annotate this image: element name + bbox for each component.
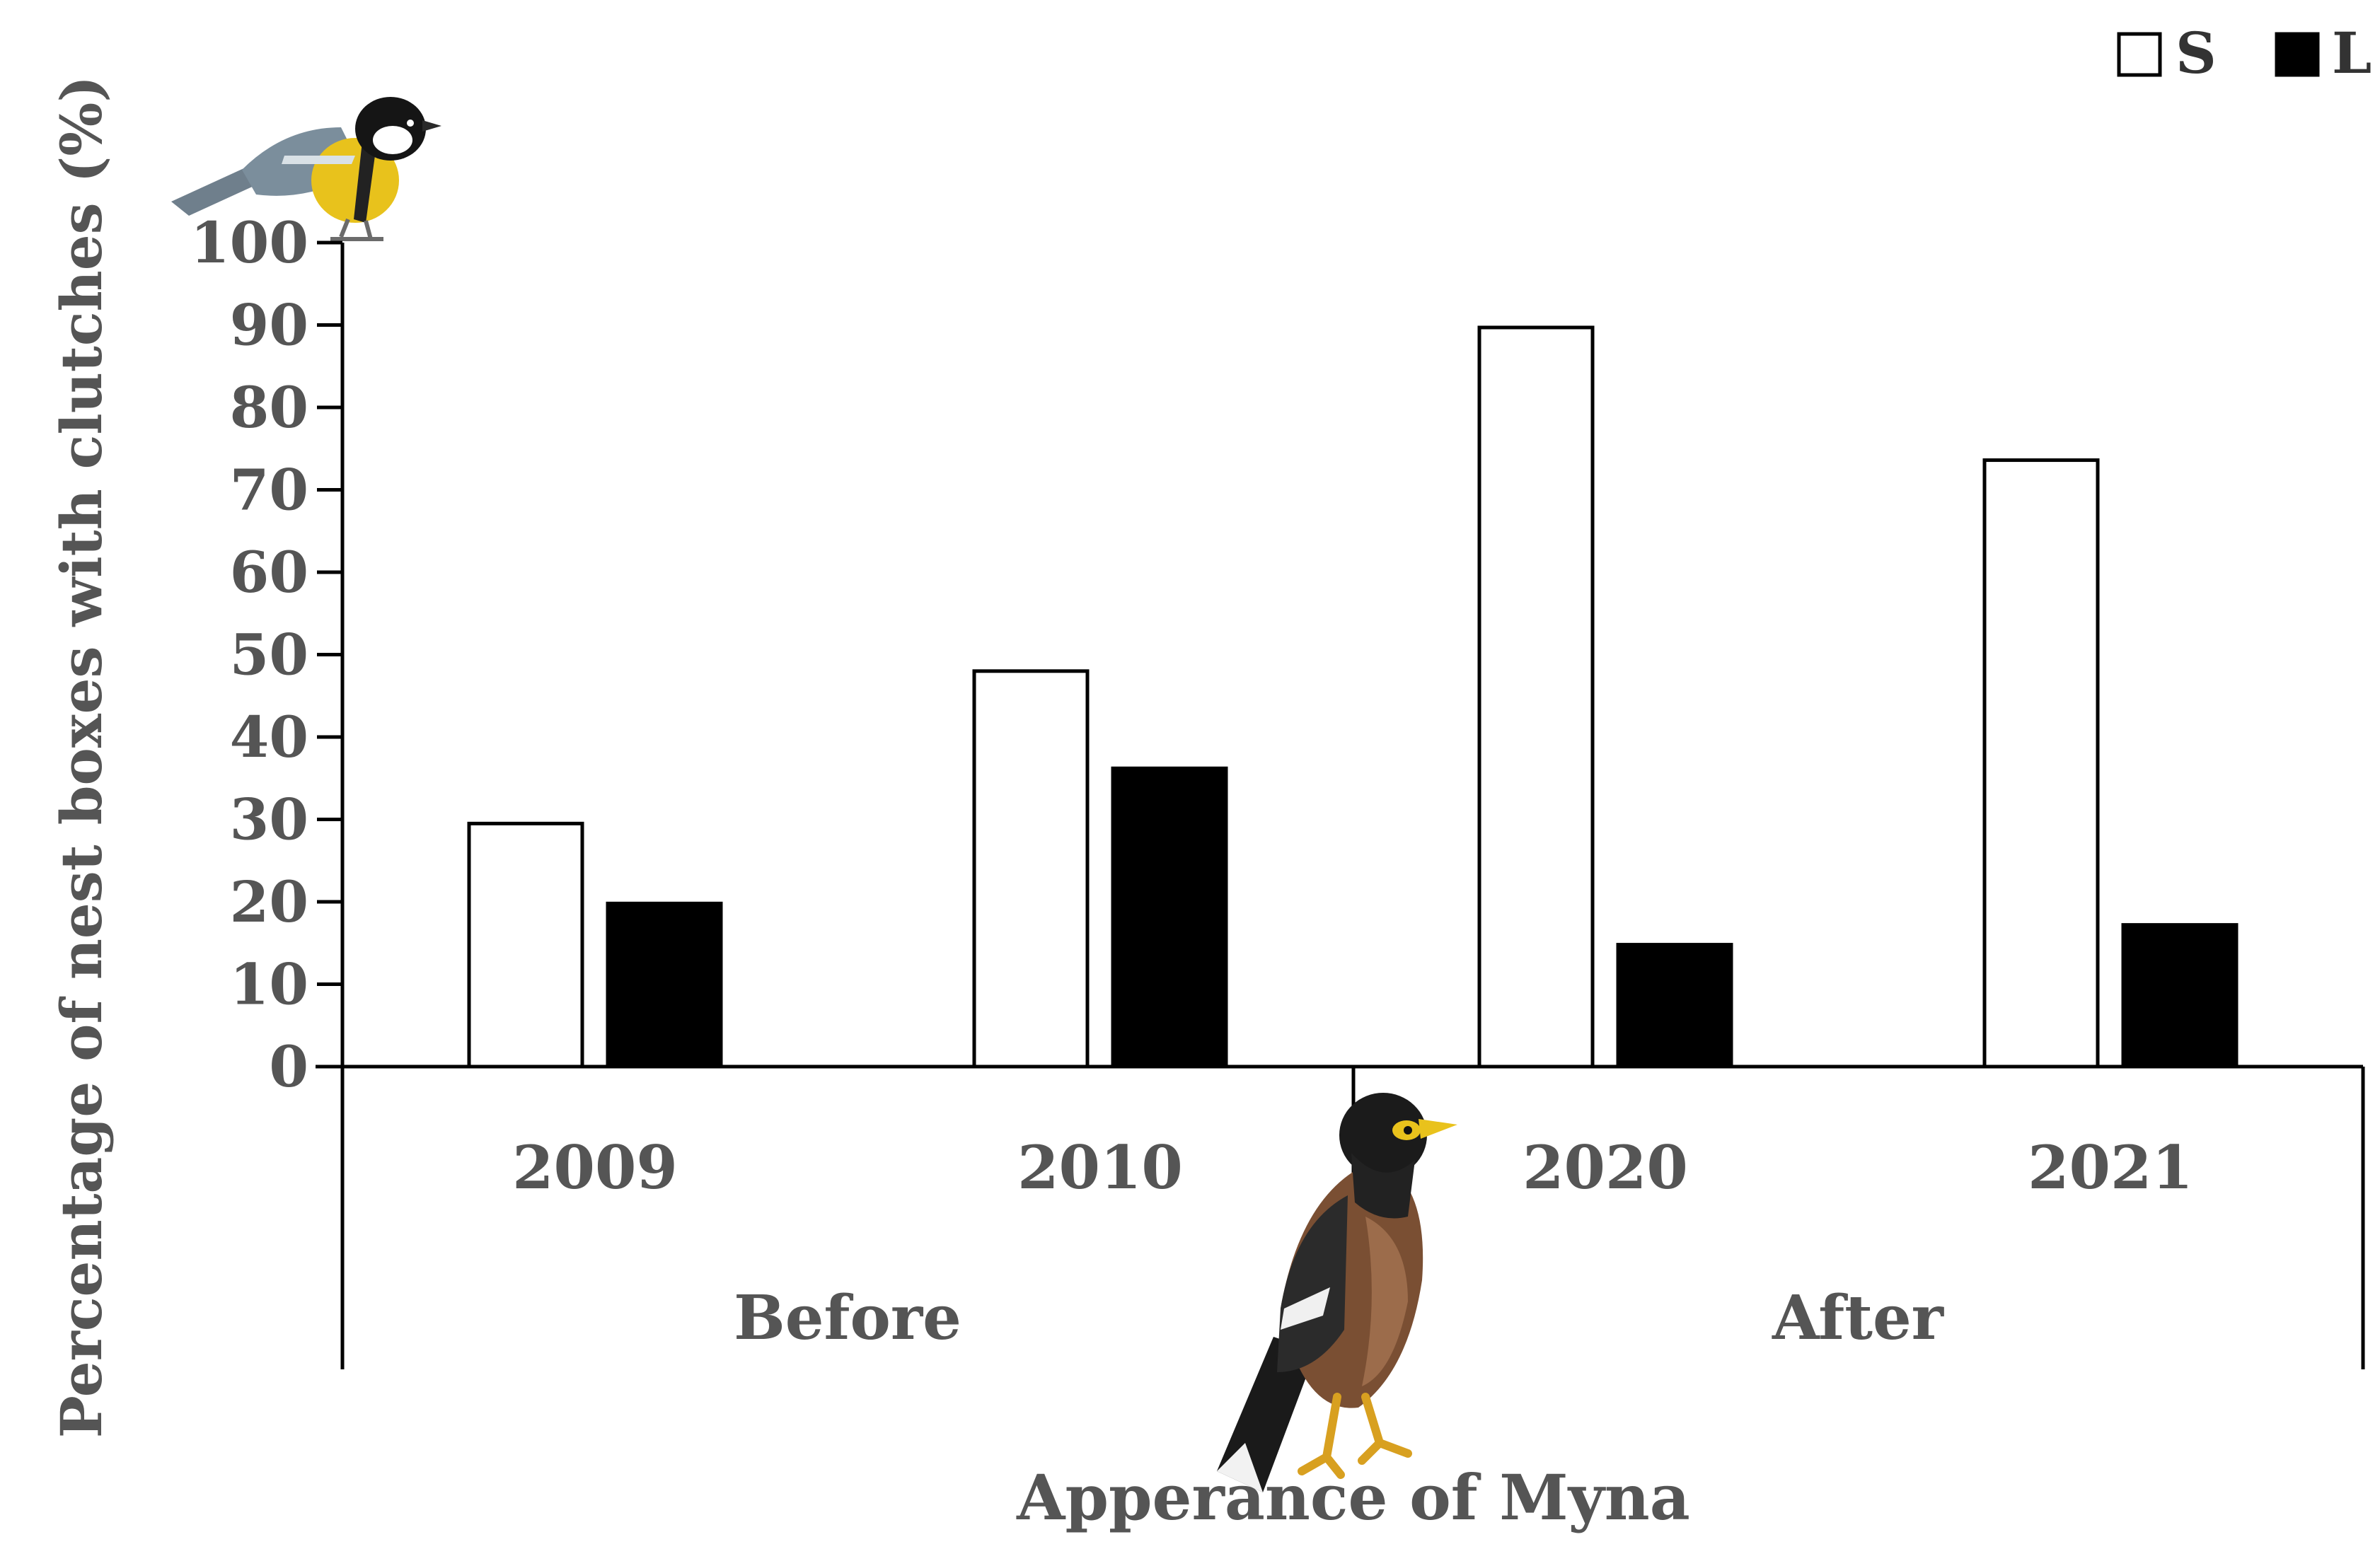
common-myna-bird-icon <box>1217 1093 1457 1492</box>
group-label-before: Before <box>734 1282 961 1354</box>
category-labels: 2009 2010 2020 2021 <box>512 1132 2193 1202</box>
legend-swatch-l <box>2275 32 2320 77</box>
great-tit-bird-icon <box>171 97 441 241</box>
group-labels: Before After <box>734 1282 1945 1354</box>
x-axis-label: Apperance of Myna <box>1016 1461 1690 1534</box>
y-ticks: 0 10 20 30 40 50 60 70 80 90 100 <box>190 209 342 1100</box>
legend-item-l: L <box>2275 20 2372 86</box>
x-tick-label-2010: 2010 <box>1017 1132 1183 1202</box>
bar-l-2010 <box>1111 766 1228 1069</box>
x-tick-label-2021: 2021 <box>2028 1132 2193 1202</box>
group-label-after: After <box>1772 1282 1945 1354</box>
bar-s-2020 <box>1477 325 1595 1069</box>
legend-item-s: S <box>2117 20 2217 86</box>
bar-l-2021 <box>2121 923 2239 1069</box>
y-tick-label: 0 <box>269 1033 308 1100</box>
y-tick-label: 60 <box>230 539 308 605</box>
bars <box>467 325 2239 1069</box>
legend-label-s: S <box>2176 20 2217 86</box>
bar-s-2021 <box>1982 458 2100 1069</box>
y-tick-label: 50 <box>230 622 308 688</box>
bar-l-2020 <box>1616 943 1733 1069</box>
y-tick-label: 80 <box>230 374 308 441</box>
x-tick-label-2009: 2009 <box>512 1132 678 1202</box>
legend: S L <box>2117 20 2372 86</box>
legend-label-l: L <box>2332 20 2372 86</box>
y-tick-label: 100 <box>190 209 308 276</box>
legend-swatch-s <box>2117 32 2162 77</box>
y-tick-label: 10 <box>230 951 308 1018</box>
y-tick-label: 30 <box>230 787 308 853</box>
y-tick-label: 70 <box>230 457 308 523</box>
y-tick-label: 20 <box>230 869 308 935</box>
y-axis-label: Percentage of nest boxes with clutches (… <box>48 76 115 1438</box>
y-tick-label: 40 <box>230 704 308 770</box>
y-tick-label: 90 <box>230 292 308 359</box>
bar-l-2009 <box>606 901 723 1069</box>
x-tick-label-2020: 2020 <box>1523 1132 1688 1202</box>
bar-s-2010 <box>972 669 1090 1069</box>
bar-s-2009 <box>467 821 584 1069</box>
